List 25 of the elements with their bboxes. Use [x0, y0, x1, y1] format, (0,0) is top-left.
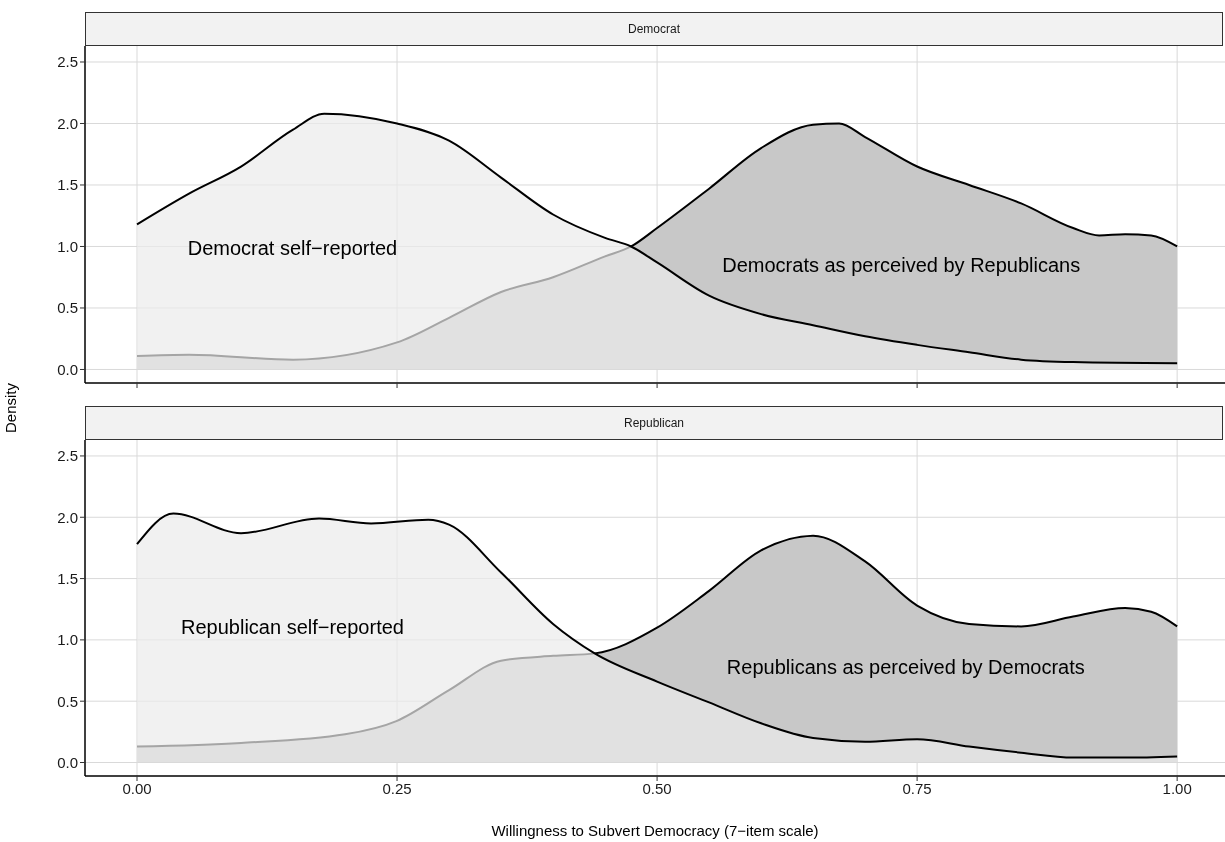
chart-title: Democrat	[85, 12, 1223, 46]
y-tick-label: 2.0	[57, 114, 78, 132]
y-tick-label: 0.0	[57, 753, 78, 771]
series-label: Republican self−reported	[181, 616, 404, 639]
y-axis-title: Density	[1, 382, 19, 434]
series-label: Republicans as perceived by Democrats	[726, 655, 1085, 678]
y-tick-label: 1.5	[57, 569, 78, 587]
x-axis-title: Willingness to Subvert Democracy (7−item scale)	[491, 821, 819, 839]
series-label: Democrats as perceived by Republicans	[722, 254, 1081, 277]
series-label: Democrat self−reported	[187, 236, 398, 259]
y-tick-label: 2.5	[57, 447, 78, 465]
y-tick-label: 2.5	[57, 53, 78, 71]
y-tick-label: 1.0	[57, 631, 78, 649]
x-tick-label: 1.00	[1162, 779, 1192, 797]
chart-title: Republican	[85, 406, 1223, 440]
y-tick-label: 0.0	[57, 360, 78, 378]
x-tick-label: 0.50	[642, 779, 672, 797]
y-tick-label: 2.0	[57, 508, 78, 526]
y-tick-label: 0.5	[57, 299, 78, 317]
y-tick-label: 1.5	[57, 176, 78, 194]
y-tick-label: 1.0	[57, 237, 78, 255]
x-tick-label: 0.75	[902, 779, 932, 797]
x-tick-label: 0.25	[382, 779, 412, 797]
y-tick-label: 0.5	[57, 692, 78, 710]
x-tick-label: 0.00	[122, 779, 152, 797]
